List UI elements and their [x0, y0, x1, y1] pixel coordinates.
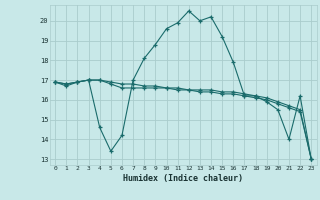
X-axis label: Humidex (Indice chaleur): Humidex (Indice chaleur) — [123, 174, 243, 183]
